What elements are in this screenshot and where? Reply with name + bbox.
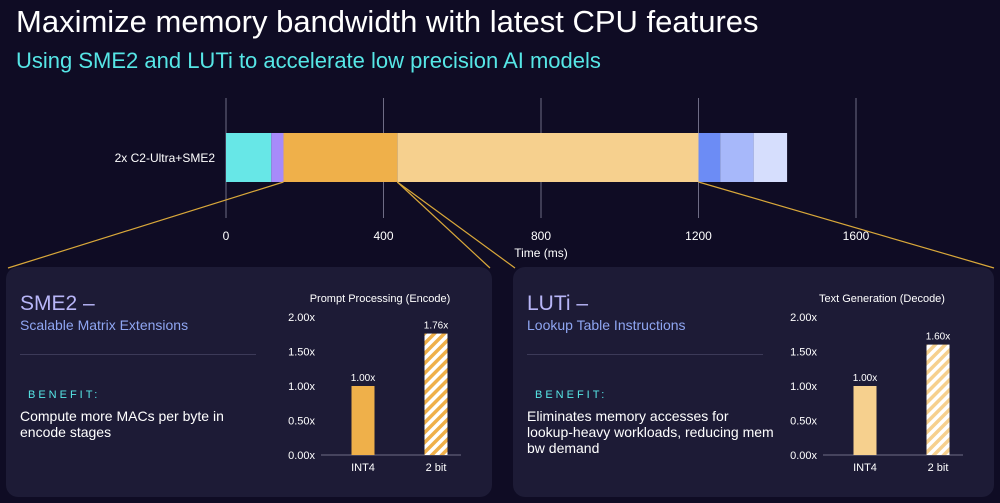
card-title: SME2 – <box>20 292 95 315</box>
x-tick-label: 1600 <box>843 229 870 243</box>
timeline-segment <box>720 133 754 182</box>
benefit-text: Eliminates memory accesses for lookup-he… <box>527 408 774 456</box>
timeline-segment <box>753 133 788 182</box>
y-tick-label: 0.00x <box>790 450 817 462</box>
card-subtitle: Scalable Matrix Extensions <box>20 317 189 333</box>
decode-speedup-chart: Text Generation (Decode) 0.00x 0.50x 1.00x 1… <box>790 293 963 474</box>
benefit-label: BENEFIT: <box>535 389 608 401</box>
x-tick-label: 2 bit <box>928 462 949 474</box>
y-tick-label: 2.00x <box>288 312 315 324</box>
y-tick-label: 2.00x <box>790 312 817 324</box>
zoom-line <box>396 181 516 269</box>
x-tick-label: 400 <box>373 229 393 243</box>
x-axis-label: Time (ms) <box>514 246 568 260</box>
benefit-label: BENEFIT: <box>28 389 101 401</box>
x-tick-label: INT4 <box>853 462 877 474</box>
timeline-segment <box>698 133 721 182</box>
timeline-segment <box>271 133 284 182</box>
y-tick-label: 1.00x <box>790 381 817 393</box>
x-tick-label: 1200 <box>685 229 712 243</box>
data-label: 1.00x <box>853 373 877 384</box>
benefit-text: Compute more MACs per byte in encode sta… <box>20 408 224 440</box>
y-tick-label: 1.50x <box>790 347 817 359</box>
category-label: 2x C2-Ultra+SME2 <box>115 151 216 165</box>
zoom-line <box>396 181 491 269</box>
card-subtitle: Lookup Table Instructions <box>527 317 686 333</box>
luti-card: LUTi – Lookup Table Instructions BENEFIT… <box>513 267 994 497</box>
y-tick-label: 0.50x <box>790 416 817 428</box>
y-tick-label: 0.00x <box>288 450 315 462</box>
page-title: Maximize memory bandwidth with latest CP… <box>16 4 759 39</box>
card-title: LUTi – <box>527 292 589 315</box>
bar <box>351 386 375 455</box>
y-tick-label: 1.00x <box>288 381 315 393</box>
x-tick-label: INT4 <box>351 462 375 474</box>
bar <box>424 333 448 455</box>
card-divider <box>527 354 763 355</box>
x-tick-label: 800 <box>531 229 551 243</box>
chart-title: Text Generation (Decode) <box>819 293 945 305</box>
encode-speedup-chart: Prompt Processing (Encode) 0.00x 0.50x 1.00… <box>288 293 461 474</box>
x-tick-label: 2 bit <box>426 462 447 474</box>
card-divider <box>20 354 256 355</box>
timeline-segment <box>397 133 699 182</box>
data-label: 1.60x <box>926 332 950 343</box>
timeline-segment <box>226 133 272 182</box>
timeline-segment <box>283 133 398 182</box>
sme2-card: SME2 – Scalable Matrix Extensions BENEFI… <box>6 267 492 497</box>
zoom-line <box>7 181 284 269</box>
y-tick-label: 0.50x <box>288 416 315 428</box>
page-subtitle: Using SME2 and LUTi to accelerate low pr… <box>16 48 601 73</box>
bar <box>853 386 877 455</box>
y-tick-label: 1.50x <box>288 347 315 359</box>
zoom-line <box>698 181 995 269</box>
x-tick-label: 0 <box>223 229 230 243</box>
data-label: 1.00x <box>351 373 375 384</box>
data-label: 1.76x <box>424 321 448 332</box>
bar <box>926 344 950 455</box>
chart-title: Prompt Processing (Encode) <box>310 293 451 305</box>
